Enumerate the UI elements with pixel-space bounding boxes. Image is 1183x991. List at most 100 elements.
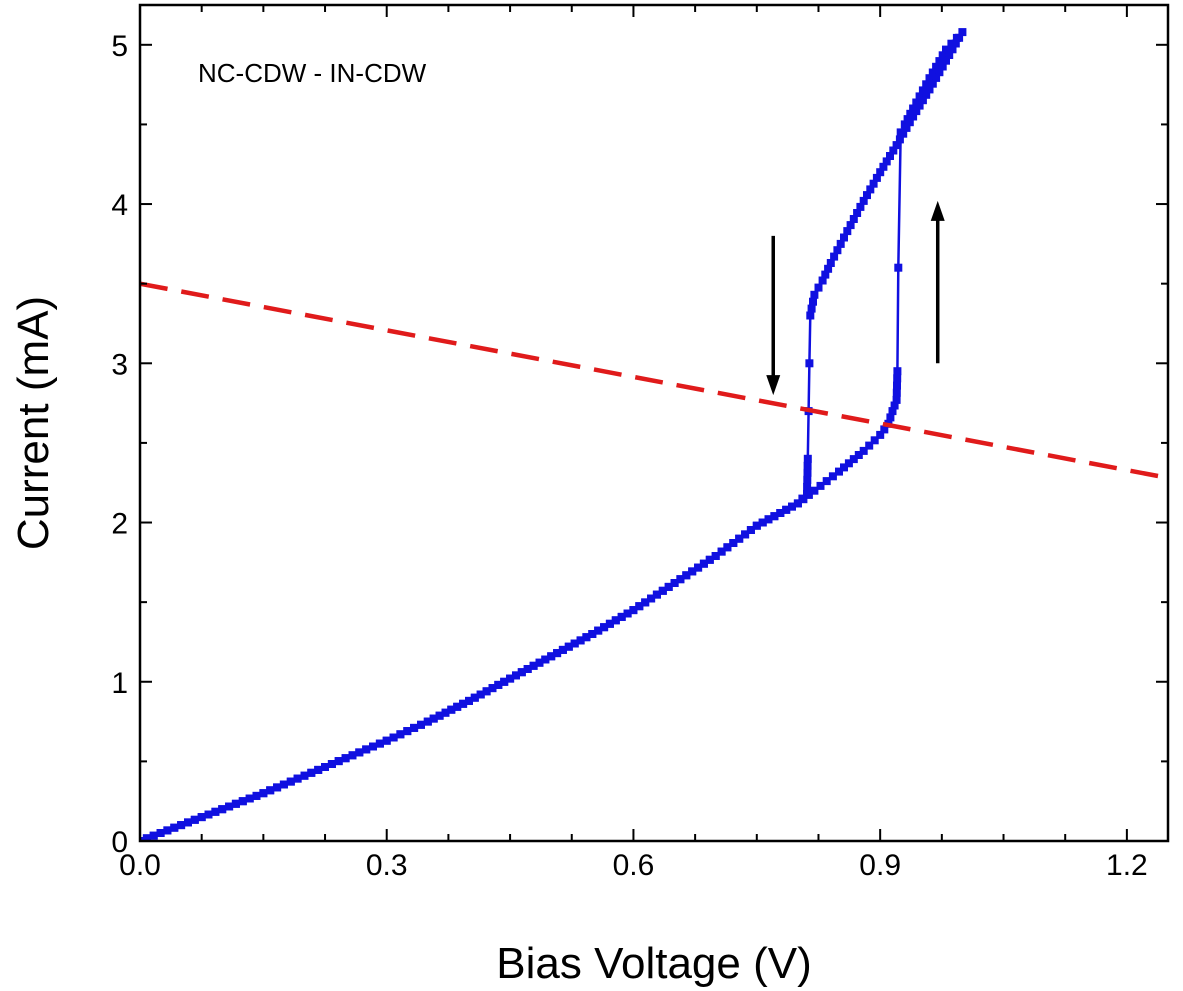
data-point — [805, 359, 814, 368]
data-point — [880, 425, 889, 434]
data-point — [321, 763, 329, 771]
data-point — [818, 276, 827, 285]
data-point — [266, 786, 275, 795]
x-tick-label: 0.9 — [859, 849, 901, 882]
data-point — [821, 270, 830, 279]
data-point — [341, 754, 350, 763]
data-point — [951, 39, 960, 48]
data-point — [600, 623, 609, 632]
data-point — [635, 602, 644, 611]
data-point — [741, 530, 750, 539]
data-point — [776, 509, 785, 517]
data-point — [912, 107, 921, 116]
data-point — [758, 518, 767, 527]
data-point — [652, 590, 661, 599]
data-point — [806, 311, 815, 320]
data-point — [225, 802, 234, 811]
data-point — [641, 598, 650, 607]
data-point — [770, 512, 779, 521]
data-point — [843, 227, 852, 236]
data-point — [629, 606, 638, 615]
data-point — [441, 708, 450, 717]
data-point — [925, 85, 934, 94]
data-point — [922, 90, 931, 99]
data-point — [211, 807, 220, 816]
data-point — [470, 693, 479, 702]
data-point — [163, 826, 172, 835]
data-point — [382, 736, 391, 745]
iv-curve-line — [140, 31, 964, 841]
data-point — [506, 674, 515, 683]
data-point — [918, 86, 927, 95]
y-axis-title: Current (mA) — [9, 296, 58, 550]
data-point — [793, 499, 802, 508]
data-point — [830, 252, 839, 261]
x-tick-label: 0.6 — [613, 849, 655, 882]
data-point — [932, 73, 941, 82]
data-point — [541, 655, 550, 664]
data-point — [140, 837, 144, 841]
data-point — [803, 461, 812, 470]
arrow-up-icon — [930, 200, 945, 221]
data-point — [729, 539, 738, 547]
data-point — [389, 733, 398, 742]
data-point — [826, 259, 835, 267]
data-point — [803, 468, 812, 477]
data-point — [682, 571, 691, 580]
data-point — [465, 696, 473, 705]
y-tick-label: 3 — [111, 348, 128, 381]
data-point — [314, 765, 323, 774]
data-point — [889, 146, 898, 155]
data-point — [553, 649, 562, 658]
data-point — [535, 658, 544, 667]
data-point — [476, 690, 485, 699]
data-point — [849, 455, 858, 464]
data-point — [895, 135, 904, 144]
data-point — [459, 699, 468, 708]
data-point — [327, 760, 336, 768]
data-point — [892, 141, 901, 150]
data-point — [746, 526, 755, 534]
data-point — [523, 665, 532, 673]
data-point — [423, 717, 432, 726]
data-point — [893, 381, 901, 390]
data-point — [435, 711, 444, 720]
data-point — [658, 586, 667, 595]
data-point — [279, 780, 288, 789]
data-point — [564, 642, 573, 651]
data-point — [810, 290, 819, 299]
data-point — [807, 304, 816, 313]
data-point — [482, 687, 491, 696]
data-point — [824, 264, 833, 273]
data-point — [362, 745, 371, 754]
axis-ticks — [139, 5, 1168, 842]
data-point — [905, 118, 914, 127]
data-point — [348, 751, 357, 760]
data-point — [828, 472, 837, 481]
data-point — [833, 246, 842, 255]
x-tick-label: 1.2 — [1106, 849, 1148, 882]
data-point — [149, 831, 158, 840]
data-point — [932, 62, 941, 71]
data-point — [902, 123, 911, 132]
data-point — [410, 723, 419, 732]
data-point — [909, 112, 918, 121]
data-point — [500, 677, 509, 686]
data-point — [190, 815, 199, 824]
data-point — [809, 297, 817, 306]
data-point — [570, 639, 579, 648]
data-point — [688, 567, 697, 576]
data-point — [947, 39, 956, 48]
x-tick-label: 0.0 — [119, 849, 161, 882]
data-point — [810, 486, 819, 495]
data-point — [764, 515, 773, 524]
data-point — [218, 805, 227, 814]
data-point — [717, 547, 726, 556]
data-point — [945, 51, 954, 59]
data-point — [355, 748, 364, 757]
data-point — [735, 534, 744, 543]
data-point — [286, 777, 295, 786]
data-point — [494, 680, 503, 689]
data-point — [886, 152, 894, 160]
